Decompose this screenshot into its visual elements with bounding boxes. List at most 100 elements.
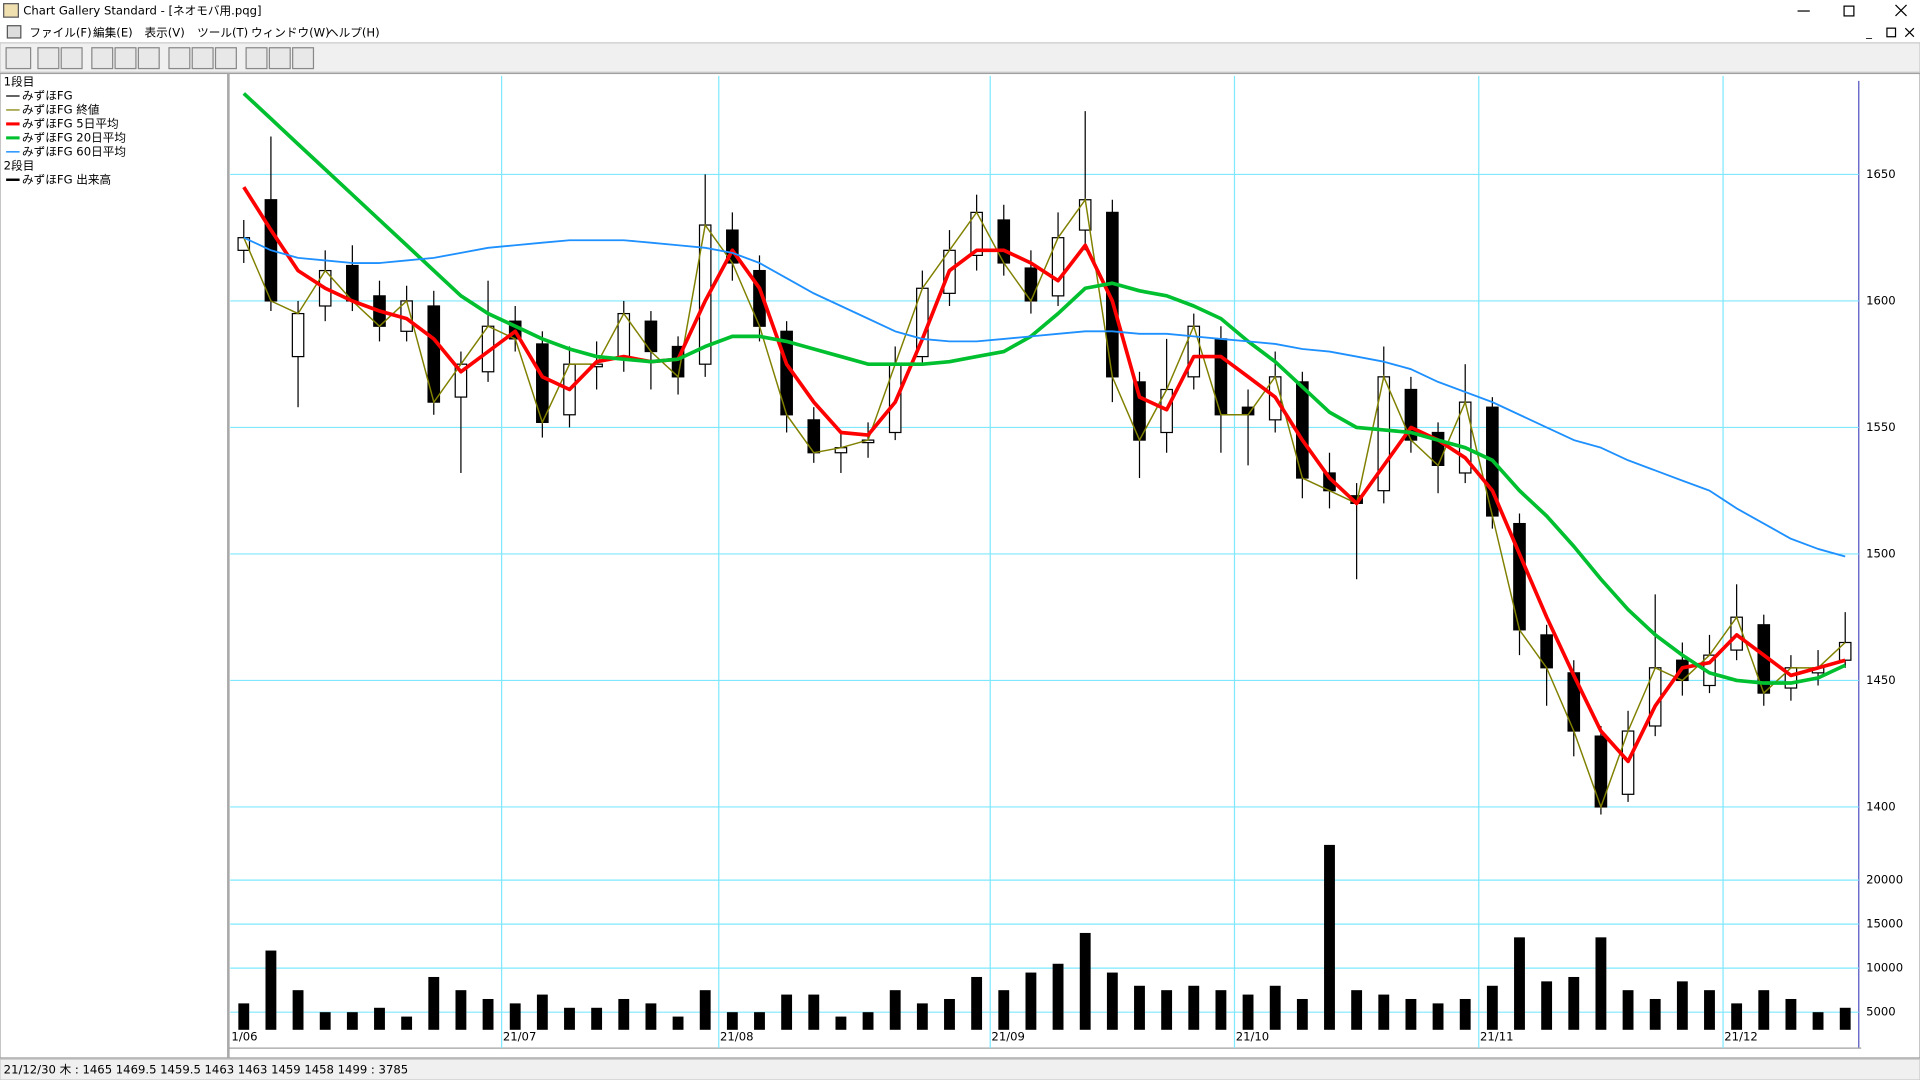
volume-bar — [1134, 985, 1145, 1030]
tool-button[interactable] — [214, 47, 237, 70]
candle-body — [291, 312, 305, 358]
x-tick-label: 21/11 — [1480, 1030, 1514, 1044]
volume-bar — [455, 990, 467, 1030]
volume-bar — [346, 1012, 358, 1030]
volume-bar — [1812, 1012, 1824, 1030]
volume-bar — [1541, 981, 1553, 1030]
y-tick-label: 5000 — [1866, 1005, 1896, 1019]
volume-bar — [536, 994, 548, 1030]
tool-button[interactable] — [114, 47, 137, 70]
volume-bar — [971, 976, 983, 1030]
volume-bar — [1758, 990, 1770, 1030]
volume-bar — [862, 1012, 874, 1030]
volume-bar — [1676, 981, 1688, 1030]
volume-bar — [1242, 994, 1254, 1030]
volume-bar — [1649, 998, 1661, 1030]
volume-bar — [754, 1012, 765, 1030]
tool-button[interactable] — [5, 47, 32, 70]
volume-bar — [1785, 998, 1797, 1030]
volume-bar — [618, 998, 630, 1030]
ma-line — [242, 92, 1846, 685]
y-tick-label: 10000 — [1866, 961, 1903, 975]
legend-label: みずほFG 60日平均 — [22, 144, 126, 158]
mdi-restore[interactable] — [1886, 27, 1897, 38]
volume-bar — [238, 1003, 250, 1030]
volume-bar — [1405, 998, 1417, 1030]
menu-item[interactable]: ツール(T) — [197, 26, 248, 40]
title-bar — [0, 0, 1920, 23]
volume-bar — [401, 1016, 413, 1030]
mdi-minimize[interactable]: _ — [1865, 26, 1872, 40]
y-tick-label: 1650 — [1866, 167, 1896, 181]
x-tick-label: 21/09 — [991, 1030, 1025, 1044]
volume-bar — [1568, 976, 1580, 1030]
x-tick-label: 21/07 — [503, 1030, 537, 1044]
volume-bar — [944, 998, 955, 1030]
volume-bar — [916, 1003, 928, 1030]
doc-icon[interactable] — [6, 25, 22, 39]
menu-item[interactable]: ヘルプ(H) — [327, 26, 380, 40]
tool-button[interactable] — [268, 47, 291, 70]
legend-label: みずほFG — [22, 89, 73, 103]
volume-bar — [564, 1007, 575, 1030]
volume-bar — [428, 976, 440, 1030]
restore-button[interactable] — [1843, 5, 1855, 17]
toolbar — [0, 42, 1920, 73]
menu-item[interactable]: ウィンドウ(W) — [251, 26, 330, 40]
x-tick-label: 1/06 — [231, 1030, 257, 1044]
legend-panel — [0, 72, 229, 1059]
volume-bar — [1459, 998, 1471, 1030]
legend-panel-label: 2段目 — [4, 158, 35, 172]
volume-bar — [1731, 1003, 1743, 1030]
x-tick-label: 21/08 — [720, 1030, 754, 1044]
volume-bar — [1052, 963, 1064, 1030]
tool-button[interactable] — [168, 47, 191, 70]
menu-item[interactable]: 編集(E) — [93, 26, 133, 40]
mdi-close[interactable] — [1904, 27, 1915, 38]
window-title: Chart Gallery Standard - [ネオモバ用.pqg] — [23, 4, 261, 18]
status-text: 21/12/30 木 : 1465 1469.5 1459.5 1463 146… — [4, 1063, 408, 1077]
tool-button[interactable] — [137, 47, 160, 70]
y-tick-label: 1600 — [1866, 293, 1896, 307]
volume-bar — [1215, 990, 1227, 1030]
menu-item[interactable]: 表示(V) — [144, 26, 184, 40]
plot: 1/06 21/07 21/08 21/09 21/10 21/11 21/12 1400 14… — [230, 75, 1903, 1049]
volume-bar — [292, 990, 304, 1030]
tool-button[interactable] — [245, 47, 268, 70]
legend-label: みずほFG 5日平均 — [22, 116, 119, 130]
tool-button[interactable] — [37, 47, 60, 70]
volume-bar — [1704, 990, 1715, 1030]
volume-bar — [1025, 972, 1037, 1030]
tool-button[interactable] — [91, 47, 114, 70]
volume-bar — [1839, 1007, 1851, 1030]
legend-panel-label: 1段目 — [4, 75, 35, 89]
legend-label: みずほFG 終値 — [22, 102, 100, 116]
volume-bar — [1514, 937, 1525, 1030]
menu-item[interactable]: ファイル(F) — [29, 26, 91, 40]
volume-bar — [265, 950, 277, 1030]
menu-group: ファイル(F) 編集(E) 表示(V) ツール(T) ウィンドウ(W)ヘルプ(H) — [29, 26, 379, 40]
status-bar — [0, 1058, 1920, 1080]
volume-bar — [726, 1012, 738, 1030]
volume-bar — [672, 1016, 684, 1030]
volume-bar — [482, 998, 494, 1030]
volume-bar — [998, 990, 1010, 1030]
legend-label: みずほFG 出来高 — [22, 172, 111, 186]
volume-bar — [374, 1007, 385, 1030]
tool-button[interactable] — [60, 47, 83, 70]
legend-label: みずほFG 20日平均 — [22, 130, 126, 144]
volume-bar — [1106, 972, 1118, 1030]
close-button[interactable] — [1895, 4, 1907, 17]
y-tick-label: 1450 — [1866, 673, 1896, 687]
volume-bar — [1188, 985, 1200, 1030]
tool-button[interactable] — [292, 47, 315, 70]
y-tick-label: 1550 — [1866, 420, 1896, 434]
volume-bar — [1161, 990, 1173, 1030]
app-icon — [3, 3, 19, 18]
chart-frame — [228, 72, 1920, 1059]
tool-button[interactable] — [191, 47, 214, 70]
y-tick-label: 15000 — [1866, 917, 1903, 931]
volume-bar — [781, 994, 793, 1030]
